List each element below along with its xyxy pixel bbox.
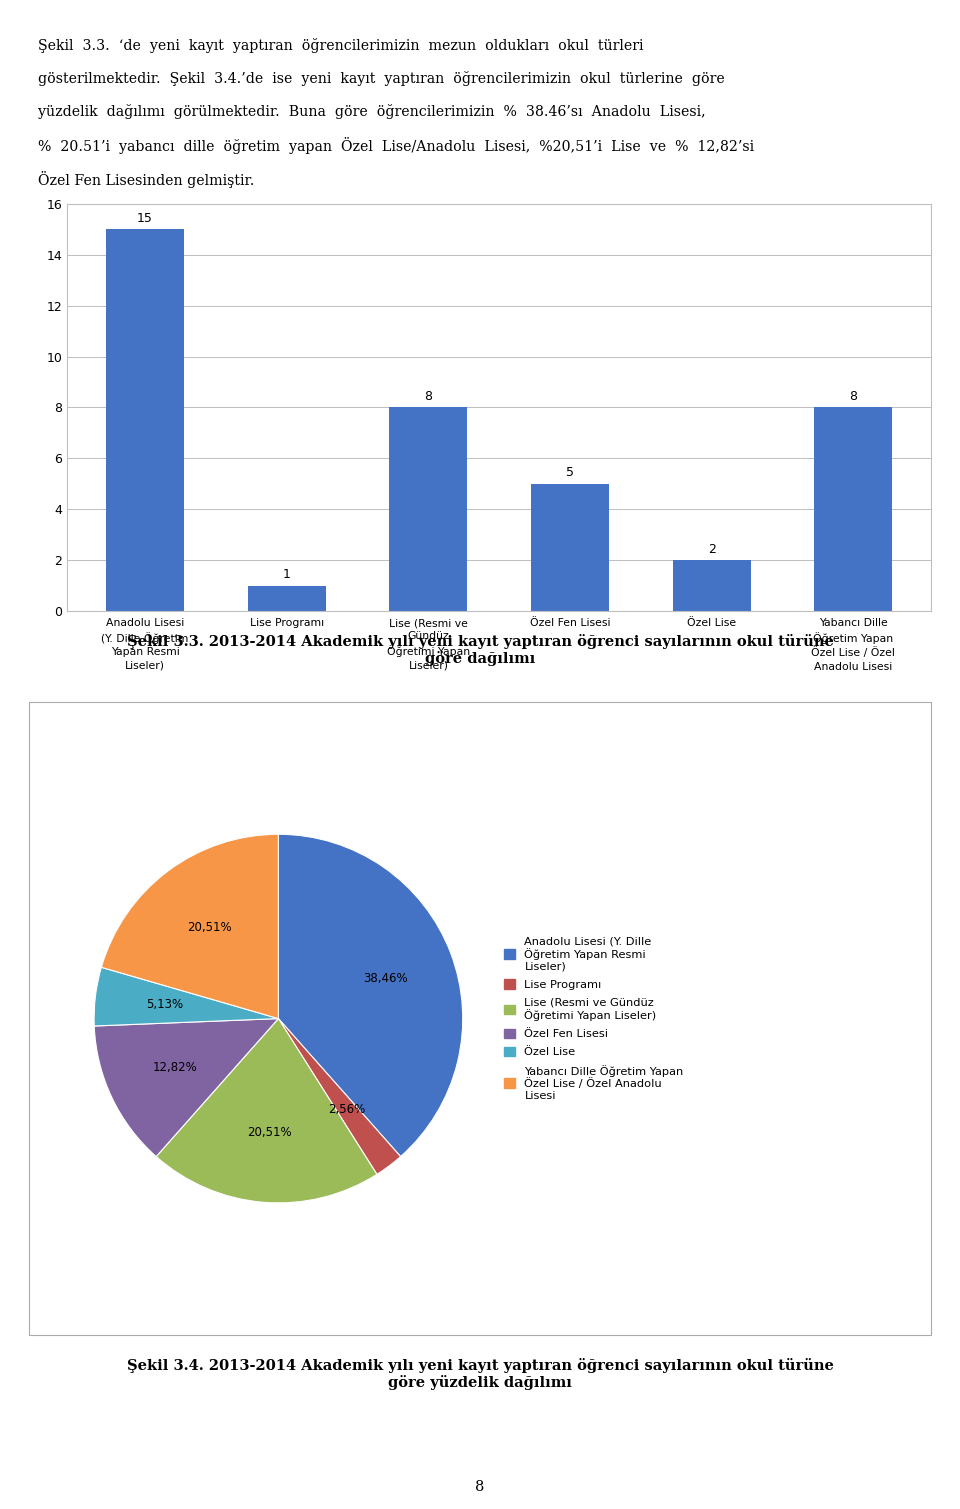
Text: 20,51%: 20,51% bbox=[187, 920, 232, 934]
Wedge shape bbox=[102, 834, 278, 1019]
Text: Şekil 3.3. 2013-2014 Akademik yılı yeni kayıt yaptıran öğrenci sayılarının okul : Şekil 3.3. 2013-2014 Akademik yılı yeni … bbox=[127, 634, 833, 665]
Bar bbox=[248, 585, 325, 611]
Wedge shape bbox=[156, 1019, 377, 1203]
Wedge shape bbox=[278, 1019, 400, 1174]
Text: 38,46%: 38,46% bbox=[363, 972, 408, 984]
Wedge shape bbox=[94, 1019, 278, 1156]
Wedge shape bbox=[94, 967, 278, 1026]
Text: Özel Fen Lisesinden gelmiştir.: Özel Fen Lisesinden gelmiştir. bbox=[38, 171, 254, 187]
Bar bbox=[814, 407, 892, 611]
Legend: Anadolu Lisesi (Y. Dille
Öğretim Yapan Resmi
Liseler), Lise Programı, Lise (Resm: Anadolu Lisesi (Y. Dille Öğretim Yapan R… bbox=[504, 936, 684, 1102]
Bar bbox=[531, 484, 609, 611]
Text: 5,13%: 5,13% bbox=[146, 999, 183, 1011]
Text: gösterilmektedir.  Şekil  3.4.’de  ise  yeni  kayıt  yaptıran  öğrencilerimizin : gösterilmektedir. Şekil 3.4.’de ise yeni… bbox=[38, 71, 725, 86]
Text: 12,82%: 12,82% bbox=[153, 1061, 198, 1074]
Bar bbox=[673, 560, 751, 611]
Text: yüzdelik  dağılımı  görülmektedir.  Buna  göre  öğrencilerimizin  %  38.46’sı  A: yüzdelik dağılımı görülmektedir. Buna gö… bbox=[38, 104, 706, 119]
Text: 20,51%: 20,51% bbox=[247, 1126, 292, 1139]
Text: 8: 8 bbox=[475, 1480, 485, 1494]
Text: Şekil  3.3.  ‘de  yeni  kayıt  yaptıran  öğrencilerimizin  mezun  oldukları  oku: Şekil 3.3. ‘de yeni kayıt yaptıran öğren… bbox=[38, 38, 644, 53]
Bar bbox=[390, 407, 468, 611]
Text: 2,56%: 2,56% bbox=[328, 1103, 366, 1117]
Bar bbox=[107, 229, 184, 611]
Text: 5: 5 bbox=[566, 466, 574, 480]
Text: Şekil 3.4. 2013-2014 Akademik yılı yeni kayıt yaptıran öğrenci sayılarının okul : Şekil 3.4. 2013-2014 Akademik yılı yeni … bbox=[127, 1358, 833, 1390]
Text: %  20.51’i  yabancı  dille  öğretim  yapan  Özel  Lise/Anadolu  Lisesi,  %20,51’: % 20.51’i yabancı dille öğretim yapan Öz… bbox=[38, 137, 755, 154]
Text: 15: 15 bbox=[137, 211, 153, 225]
Text: 2: 2 bbox=[708, 543, 715, 555]
Text: 8: 8 bbox=[850, 389, 857, 403]
Text: 8: 8 bbox=[424, 389, 432, 403]
Wedge shape bbox=[278, 834, 463, 1156]
Text: 1: 1 bbox=[283, 567, 291, 581]
